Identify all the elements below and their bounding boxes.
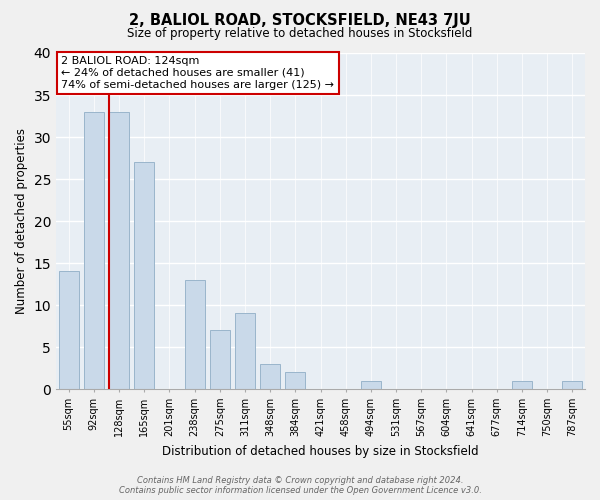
Text: 2, BALIOL ROAD, STOCKSFIELD, NE43 7JU: 2, BALIOL ROAD, STOCKSFIELD, NE43 7JU	[129, 12, 471, 28]
Bar	[84, 112, 104, 389]
Bar	[109, 112, 129, 389]
Bar	[512, 380, 532, 389]
Bar	[185, 280, 205, 389]
Y-axis label: Number of detached properties: Number of detached properties	[15, 128, 28, 314]
Text: Contains HM Land Registry data © Crown copyright and database right 2024.
Contai: Contains HM Land Registry data © Crown c…	[119, 476, 481, 495]
Bar	[260, 364, 280, 389]
Bar	[361, 380, 381, 389]
Bar	[134, 162, 154, 389]
Bar	[562, 380, 583, 389]
Text: Size of property relative to detached houses in Stocksfield: Size of property relative to detached ho…	[127, 28, 473, 40]
Bar	[285, 372, 305, 389]
Text: 2 BALIOL ROAD: 124sqm
← 24% of detached houses are smaller (41)
74% of semi-deta: 2 BALIOL ROAD: 124sqm ← 24% of detached …	[61, 56, 334, 90]
Bar	[235, 314, 255, 389]
X-axis label: Distribution of detached houses by size in Stocksfield: Distribution of detached houses by size …	[162, 444, 479, 458]
Bar	[59, 272, 79, 389]
Bar	[209, 330, 230, 389]
